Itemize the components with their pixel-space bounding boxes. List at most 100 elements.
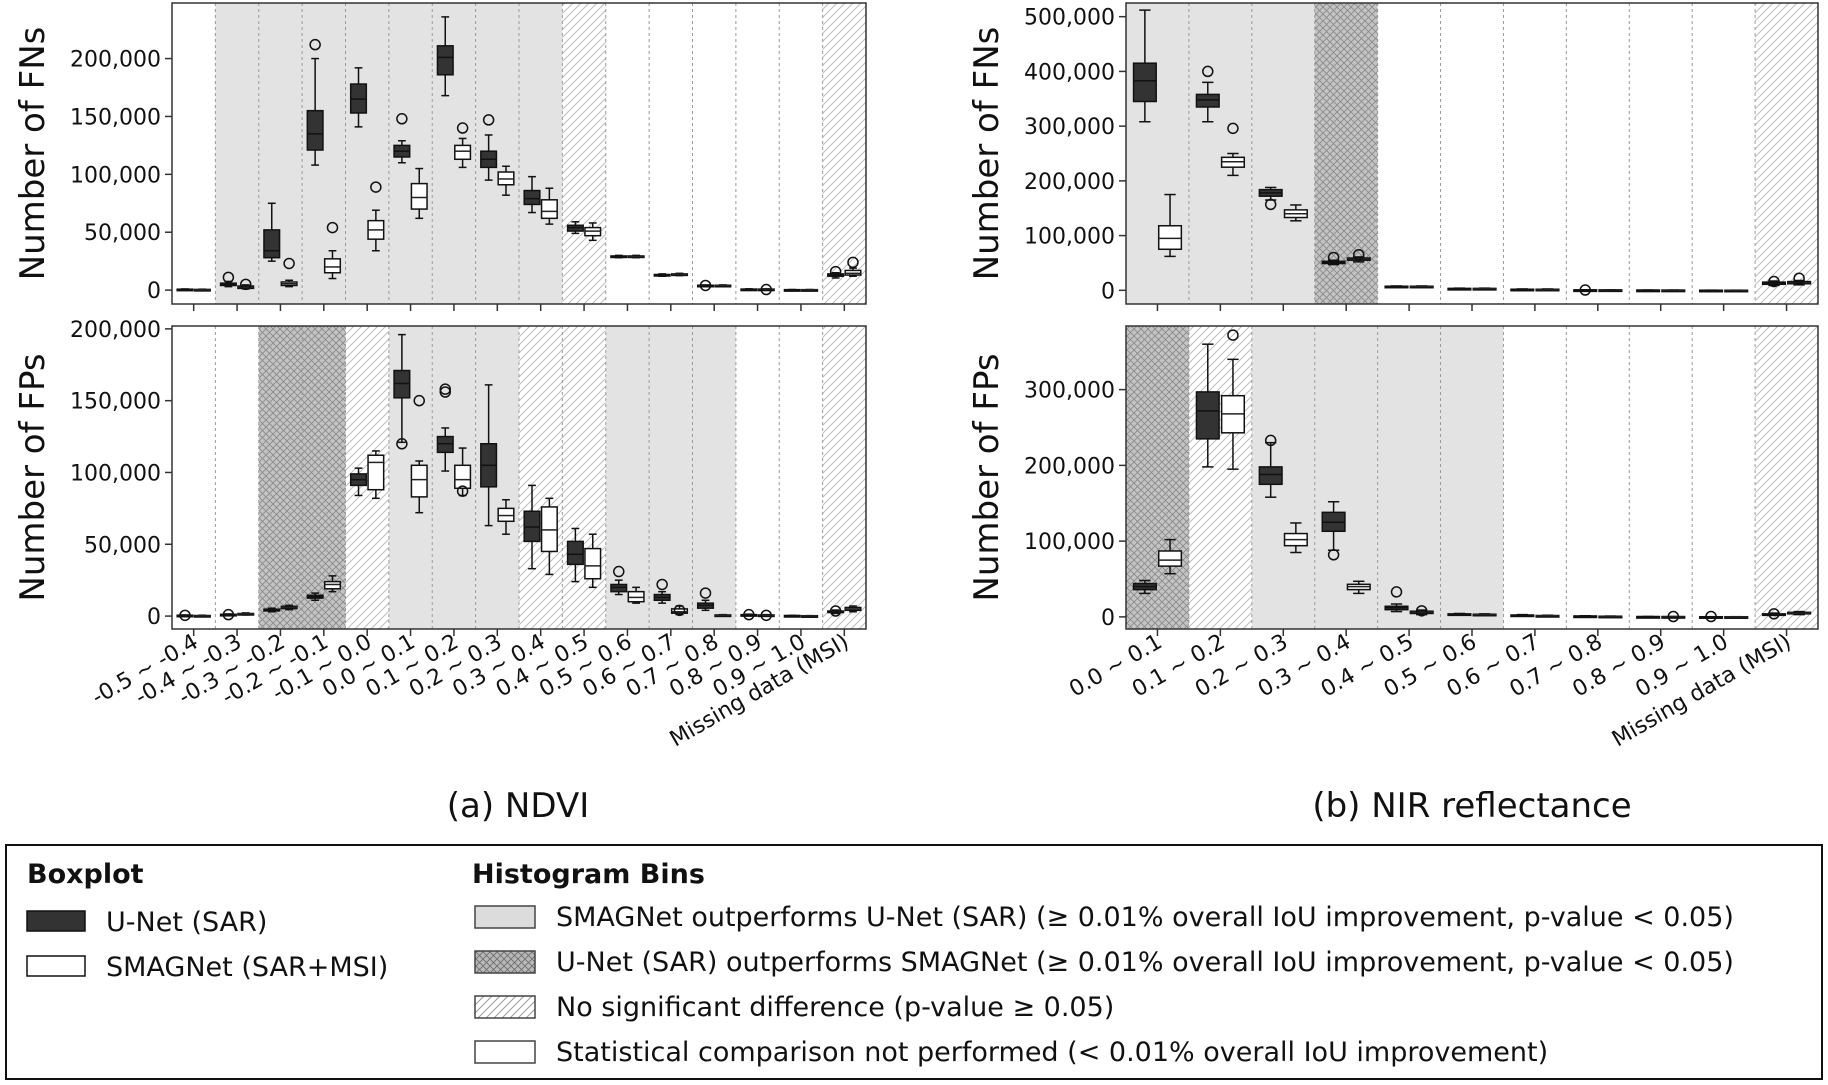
box-unet <box>1447 612 1472 617</box>
histogram-bin-smag <box>649 326 693 629</box>
legend-label-smagnet: SMAGNet (SAR+MSI) <box>106 952 388 983</box>
y-tick-label: 100,000 <box>70 461 161 486</box>
box-unet <box>610 565 628 596</box>
box-unet <box>219 608 237 621</box>
box-unet <box>393 333 411 450</box>
box-smagnet <box>627 254 645 259</box>
legend-label-unet-bin: U-Net (SAR) outperforms SMAGNet (≥ 0.01%… <box>556 947 1734 978</box>
box-smagnet <box>801 288 819 292</box>
iqr-box <box>410 464 428 498</box>
histogram-bin-smag <box>1251 3 1315 304</box>
box-unet <box>1195 343 1220 468</box>
y-tick-label: 0 <box>1101 606 1115 631</box>
box-smagnet <box>1535 288 1560 292</box>
box-smagnet <box>1157 193 1183 258</box>
y-tick-label: 200,000 <box>1024 170 1115 195</box>
outlier-point <box>1705 610 1717 623</box>
box-smagnet <box>1283 522 1308 554</box>
histogram-bin-none <box>779 3 823 304</box>
histogram-bin-none <box>215 326 259 629</box>
box-unet <box>176 609 194 622</box>
box-smagnet <box>1409 285 1434 289</box>
box-smagnet <box>367 450 385 500</box>
box-smagnet <box>540 187 558 225</box>
legend-swatch-smagnet <box>26 955 86 977</box>
box-unet <box>1573 284 1598 296</box>
box-unet <box>783 288 801 292</box>
histogram-bin-smag <box>1126 3 1189 304</box>
outlier-point <box>396 113 408 125</box>
box-smagnet <box>237 612 255 616</box>
box-smagnet <box>1409 605 1434 617</box>
box-unet <box>436 16 454 97</box>
iqr-box <box>306 109 324 151</box>
histogram-bin-none <box>1566 3 1630 304</box>
iqr-box <box>584 547 602 580</box>
box-unet <box>1384 285 1409 289</box>
outlier-point <box>760 283 772 296</box>
outlier-point <box>1793 272 1805 285</box>
box-unet <box>827 605 845 617</box>
outlier-point <box>309 38 321 51</box>
box-smagnet <box>280 604 298 611</box>
iqr-box <box>566 540 584 566</box>
outlier-point <box>456 485 469 497</box>
box-smagnet <box>1598 289 1623 293</box>
box-smagnet <box>410 167 428 220</box>
iqr-box <box>1157 550 1183 567</box>
box-unet <box>393 113 411 164</box>
histogram-bin-none <box>735 326 780 629</box>
legend-label-none-bin: Statistical comparison not performed (< … <box>556 1037 1548 1068</box>
histogram-bin-nosig <box>562 326 606 629</box>
iqr-box <box>1132 62 1157 103</box>
box-smagnet <box>454 122 472 169</box>
histogram-bin-smag <box>1314 326 1378 629</box>
outlier-point <box>1327 251 1340 264</box>
outlier-point <box>673 604 686 617</box>
histogram-bin-none <box>649 3 693 304</box>
legend-boxplot-title: Boxplot <box>27 859 144 890</box>
histogram-bin-smag <box>605 326 650 629</box>
histogram-bin-unet <box>1126 326 1189 629</box>
histogram-bin-none <box>1692 3 1756 304</box>
box-smagnet <box>1724 615 1749 619</box>
box-unet <box>696 279 715 292</box>
box-unet <box>176 288 194 292</box>
box-smagnet <box>584 533 602 589</box>
box-unet <box>1447 287 1472 291</box>
outlier-point <box>239 278 252 291</box>
caption-ndvi: (a) NDVI <box>447 786 589 826</box>
legend-label-smag-bin: SMAGNet outperforms U-Net (SAR) (≥ 0.01%… <box>556 902 1734 933</box>
legend-swatch-none-bin <box>474 1040 536 1064</box>
outlier-point <box>1579 284 1591 296</box>
y-axis-label: Number of FPs <box>967 353 1007 601</box>
outlier-point <box>370 181 382 193</box>
iqr-box <box>1195 391 1220 440</box>
y-tick-label: 100,000 <box>1024 225 1115 250</box>
iqr-box <box>436 45 454 76</box>
legend-frame <box>5 844 1823 1080</box>
box-unet <box>480 384 498 527</box>
iqr-box <box>454 144 472 161</box>
histogram-bin-smag <box>215 3 259 304</box>
histogram-bin-unet <box>302 326 346 629</box>
box-smagnet <box>1661 289 1686 293</box>
box-smagnet <box>1787 610 1812 616</box>
histogram-bin-smag <box>1440 326 1504 629</box>
box-smagnet <box>193 614 211 618</box>
iqr-box <box>540 199 558 220</box>
histogram-bin-nosig <box>822 3 866 304</box>
box-unet <box>1258 434 1283 498</box>
box-smagnet <box>410 394 428 514</box>
y-tick-label: 500,000 <box>1024 6 1115 31</box>
box-smagnet <box>801 614 819 618</box>
box-smagnet <box>1535 614 1560 618</box>
histogram-bin-none <box>605 3 650 304</box>
iqr-box <box>1195 93 1220 108</box>
box-unet <box>349 467 368 497</box>
box-smagnet <box>323 221 342 280</box>
legend-label-nosig-bin: No significant difference (p-value ≥ 0.0… <box>556 992 1114 1023</box>
box-unet <box>263 607 281 613</box>
histogram-bin-none <box>1629 326 1693 629</box>
y-tick-label: 50,000 <box>84 221 161 246</box>
